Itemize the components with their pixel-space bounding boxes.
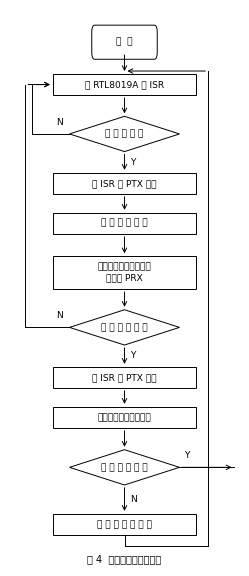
Text: 接 收 缓 存 空 ？: 接 收 缓 存 空 ？ (101, 323, 148, 332)
Text: 开  始: 开 始 (116, 37, 133, 47)
Text: 数 据 发 送 完 ？: 数 据 发 送 完 ？ (101, 463, 148, 472)
Bar (53, 367, 196, 388)
Text: 读 RTL8019A 的 ISR: 读 RTL8019A 的 ISR (85, 80, 164, 89)
Polygon shape (69, 116, 180, 151)
Text: N: N (57, 118, 63, 127)
Polygon shape (69, 450, 180, 485)
Bar (53, 256, 196, 289)
FancyBboxPatch shape (92, 25, 157, 59)
Bar (53, 213, 196, 234)
Bar (53, 74, 196, 95)
Text: Y: Y (184, 451, 190, 460)
Text: 清 ISR 的 PTX 标志: 清 ISR 的 PTX 标志 (92, 373, 157, 382)
Text: 读传输状态并传给上层: 读传输状态并传给上层 (98, 413, 151, 422)
Text: 收 到 新 帧 ？: 收 到 新 帧 ？ (105, 130, 144, 138)
Text: 把数据交给上层软件，
并置为 PRX: 把数据交给上层软件， 并置为 PRX (98, 263, 151, 283)
Bar (53, 514, 196, 535)
Text: N: N (130, 495, 137, 504)
Bar (53, 173, 196, 194)
Text: 清 ISR 的 PTX 标志: 清 ISR 的 PTX 标志 (92, 179, 157, 188)
Text: Y: Y (130, 158, 136, 166)
Text: Y: Y (130, 351, 136, 361)
Polygon shape (69, 310, 180, 345)
Text: 图 4  中断收发数据流程图: 图 4 中断收发数据流程图 (87, 555, 162, 564)
Text: N: N (57, 312, 63, 320)
Text: 读 取 该 帧 数 据: 读 取 该 帧 数 据 (101, 219, 148, 228)
Bar (53, 407, 196, 428)
Text: 传 送 下 一 帧 数 据: 传 送 下 一 帧 数 据 (97, 520, 152, 529)
